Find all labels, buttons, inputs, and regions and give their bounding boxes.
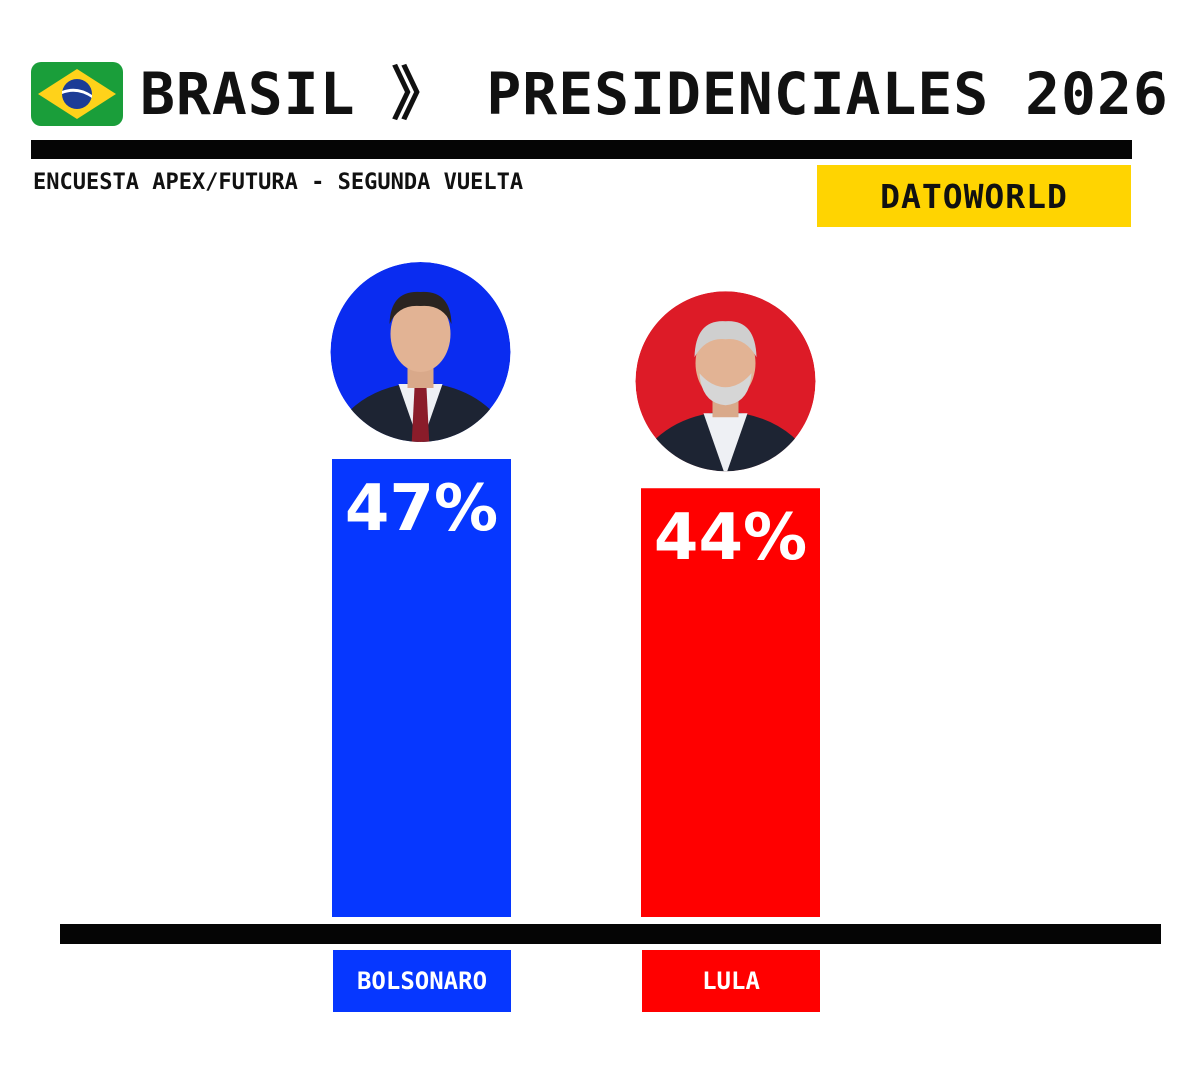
candidate-photo-lula	[635, 291, 816, 472]
x-axis-baseline	[60, 924, 1161, 944]
value-label-bolsonaro: 47%	[345, 472, 498, 546]
value-label-lula: 44%	[654, 501, 807, 575]
brazil-flag-icon	[31, 62, 123, 126]
page-subtitle: ENCUESTA APEX/FUTURA - SEGUNDA VUELTA	[33, 170, 524, 195]
brand-badge: DATOWORLD	[817, 165, 1131, 227]
page-title: BRASIL 》 PRESIDENCIALES 2026	[140, 60, 1169, 128]
header-divider	[31, 140, 1132, 159]
category-label-bolsonaro: BOLSONARO	[333, 950, 511, 1012]
category-label-lula: LULA	[642, 950, 820, 1012]
candidate-photo-bolsonaro	[330, 262, 511, 442]
bar-lula	[641, 488, 820, 917]
bar-bolsonaro	[332, 459, 511, 917]
